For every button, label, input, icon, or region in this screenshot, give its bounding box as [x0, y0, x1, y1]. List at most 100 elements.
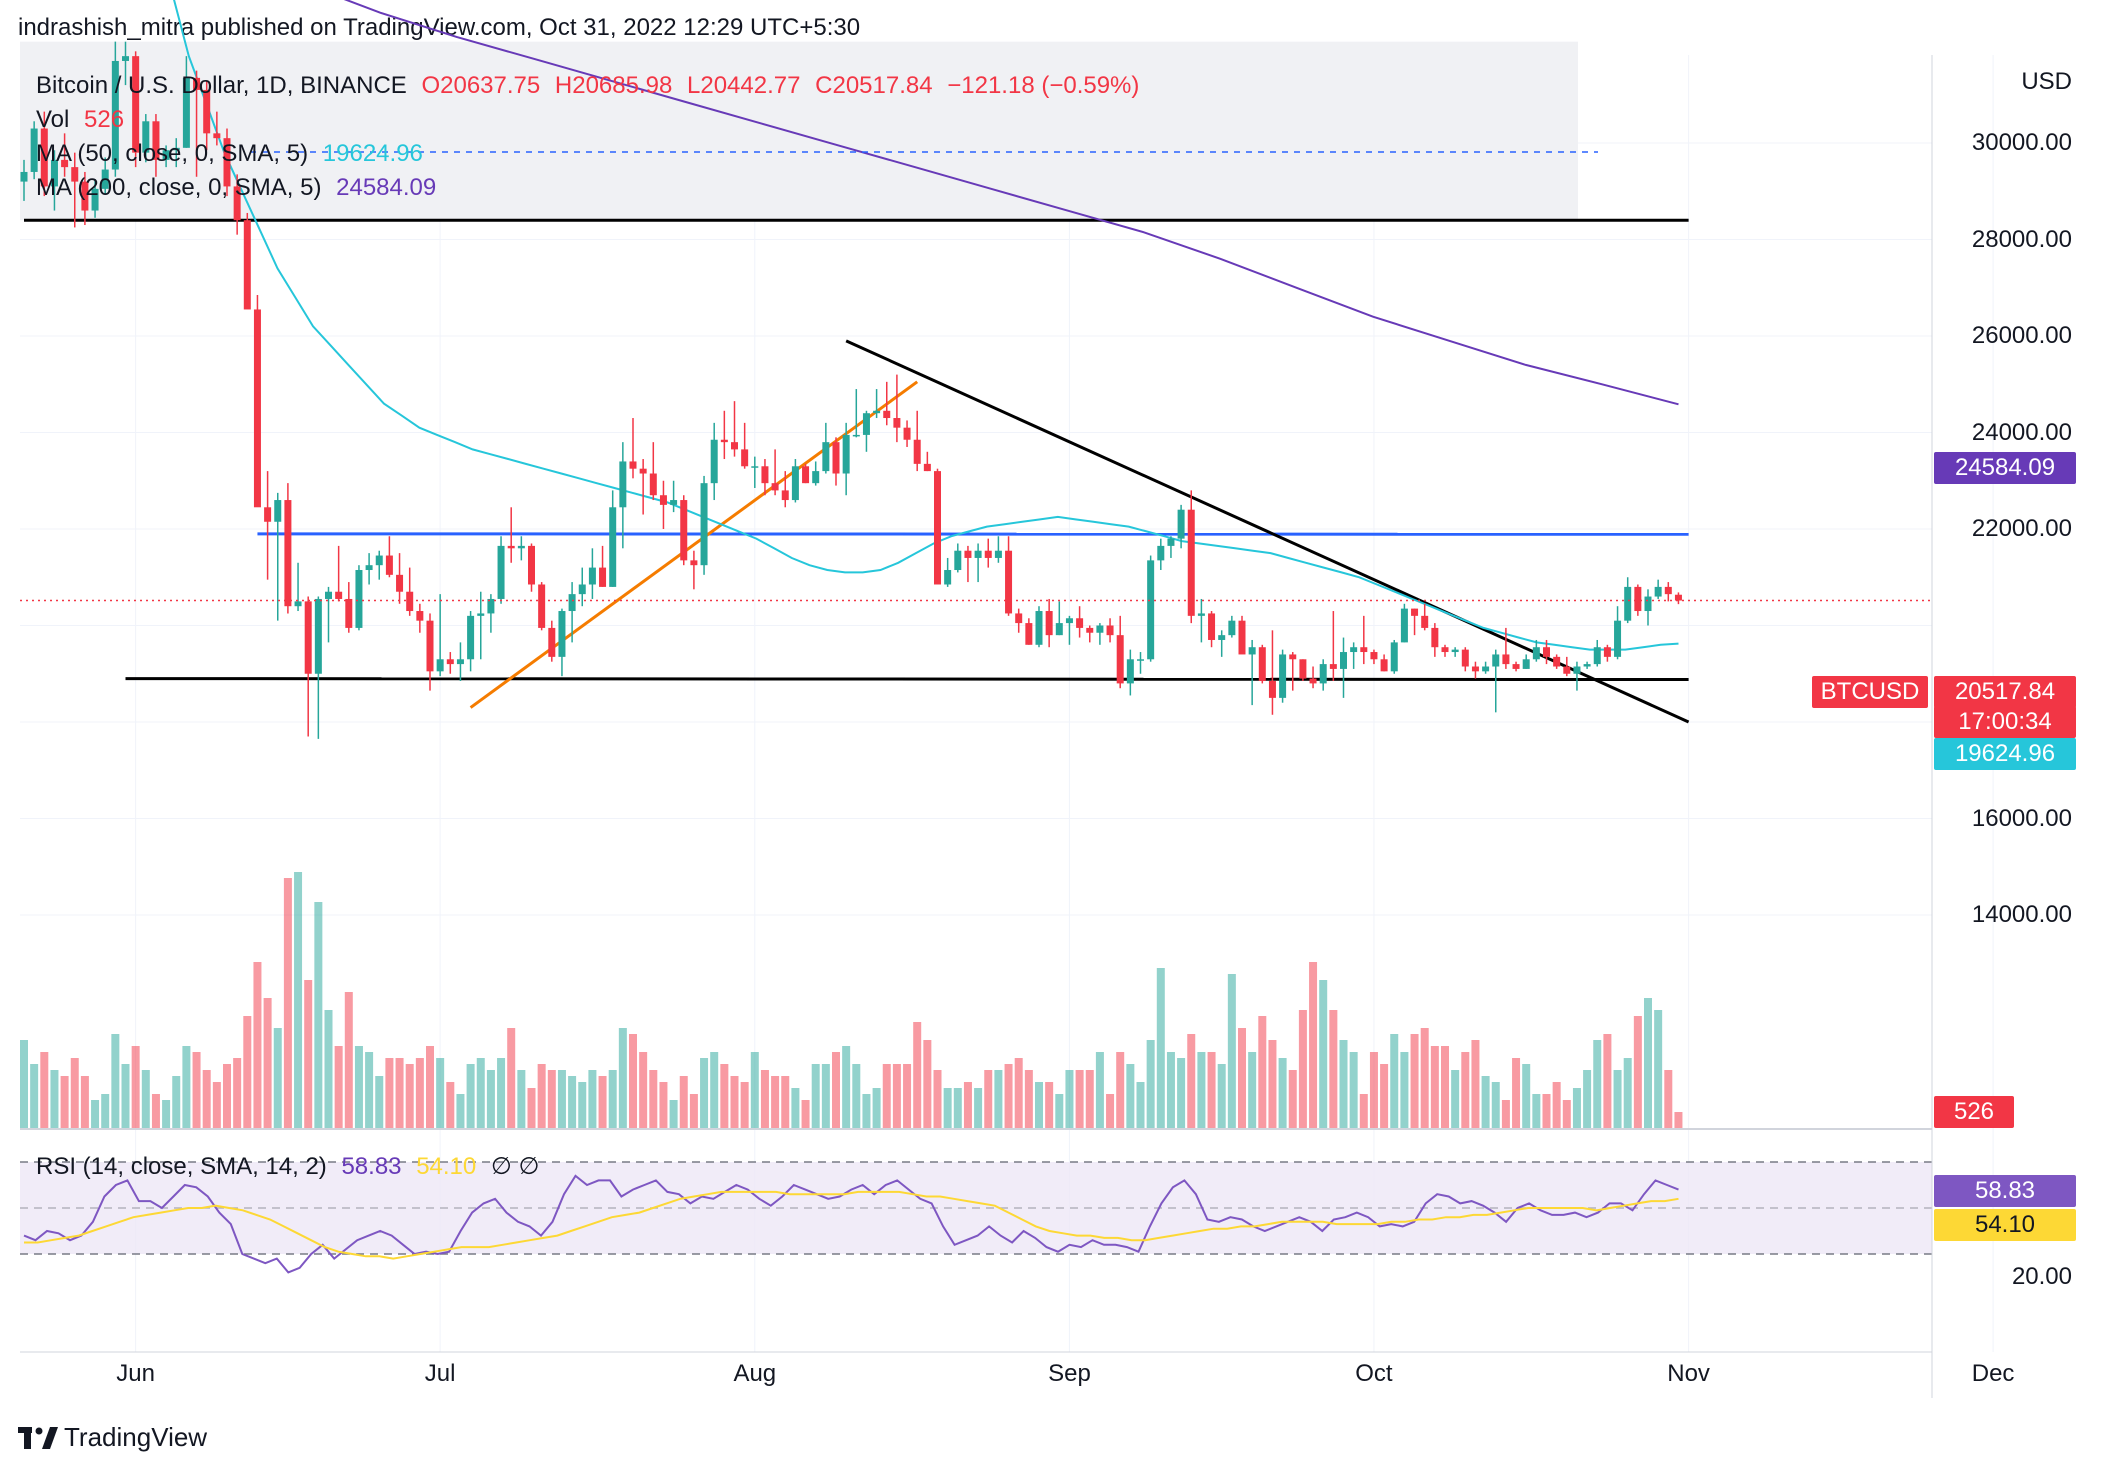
legend-rsi-icons[interactable]: ∅ ∅ — [490, 1153, 540, 1180]
legend-vol-value: 526 — [84, 106, 125, 133]
volume-bar — [40, 1052, 49, 1130]
candle-body — [1299, 659, 1307, 679]
candle-body — [731, 442, 738, 450]
price-tick-label: 26000.00 — [1971, 322, 2072, 349]
volume-bar — [832, 1052, 840, 1130]
candle-body — [1147, 560, 1155, 660]
candle-body — [1258, 647, 1266, 681]
candle-body — [497, 545, 505, 599]
volume-bar — [1298, 1010, 1307, 1130]
legend-symbol[interactable]: Bitcoin / U.S. Dollar, 1D, BINANCE — [36, 72, 407, 99]
legend-vol-label: Vol — [36, 106, 70, 133]
volume-bar — [1095, 1052, 1104, 1130]
volume-bar — [537, 1064, 546, 1130]
volume-bar — [1552, 1082, 1561, 1130]
candle-body — [1512, 664, 1520, 669]
volume-bar — [892, 1064, 901, 1130]
volume-bar — [324, 1010, 333, 1130]
candle-body — [629, 461, 637, 469]
candle-body — [436, 659, 444, 672]
volume-bar — [639, 1052, 648, 1130]
volume-bar — [1024, 1070, 1033, 1130]
legend-rsi[interactable]: RSI (14, close, SMA, 14, 2) 58.83 54.10 … — [36, 1152, 547, 1181]
candle-body — [1400, 608, 1408, 643]
ma50-line — [173, 0, 1679, 651]
legend-main: Bitcoin / U.S. Dollar, 1D, BINANCE O2063… — [36, 72, 1147, 100]
price-tick-label: 24000.00 — [1971, 418, 2072, 446]
candle-body — [568, 594, 576, 612]
volume-bar — [1583, 1070, 1592, 1130]
candle-body — [761, 466, 769, 484]
candle-body — [1370, 652, 1378, 660]
tradingview-brand[interactable]: TradingView — [18, 1422, 207, 1453]
candle-body — [142, 121, 150, 153]
legend-high: H20685.98 — [554, 72, 673, 99]
price-tick-label: 30000.00 — [1971, 129, 2072, 156]
volume-bar — [314, 902, 323, 1130]
volume-bar — [1400, 1052, 1409, 1130]
candle-body — [974, 550, 982, 558]
volume-bar — [1045, 1082, 1054, 1130]
volume-bar — [608, 1070, 617, 1130]
volume-bar — [547, 1070, 556, 1130]
candle-body — [1431, 627, 1439, 648]
candle-body — [284, 500, 292, 607]
candle-body — [396, 574, 404, 592]
candle-body — [1553, 656, 1561, 667]
legend-ma50[interactable]: MA (50, close, 0, SMA, 5) 19624.96 — [36, 140, 431, 168]
candle-body — [548, 627, 556, 657]
volume-bar — [1562, 1100, 1571, 1130]
candle-body — [832, 442, 840, 474]
candle-body — [1644, 596, 1652, 612]
rsi-ma-tag: 54.10 — [1934, 1209, 2076, 1241]
ma50-tag: 19624.96 — [1934, 738, 2076, 770]
candle-body — [1532, 647, 1540, 660]
candle-body — [61, 159, 69, 168]
volume-bar — [121, 1064, 130, 1130]
volume-bar — [943, 1088, 952, 1130]
volume-bar — [1593, 1040, 1602, 1130]
price-tick-label: 28000.00 — [1971, 225, 2072, 253]
candle-body — [1268, 680, 1276, 698]
candle-body — [1137, 659, 1144, 661]
price-tick-label: 14000.00 — [1971, 901, 2072, 928]
candle-body — [467, 615, 475, 660]
candle-body — [1583, 664, 1591, 667]
volume-bar — [415, 1058, 424, 1130]
legend-ma200-label: MA (200, close, 0, SMA, 5) — [36, 174, 322, 201]
volume-bar — [781, 1076, 790, 1130]
candle-body — [253, 309, 261, 508]
candle-body — [375, 555, 383, 566]
candle-body — [81, 181, 89, 211]
candle-body — [588, 567, 596, 585]
candle-body — [984, 550, 992, 558]
candle-body — [1329, 664, 1337, 669]
legend-ma200[interactable]: MA (200, close, 0, SMA, 5) 24584.09 — [36, 174, 444, 202]
volume-bar — [760, 1070, 769, 1130]
candle-body — [1208, 613, 1216, 640]
volume-bar — [1532, 1094, 1541, 1130]
candle-body — [1055, 623, 1063, 636]
descending-trendline — [845, 339, 1690, 724]
candle-body — [639, 468, 647, 474]
volume-bar — [456, 1094, 465, 1130]
month-tick-label: Oct — [1355, 1360, 1393, 1387]
candle-body — [1502, 654, 1510, 665]
candle-body — [1126, 659, 1134, 684]
volume-bar — [740, 1082, 749, 1130]
volume-bar — [1329, 1010, 1338, 1130]
volume-bar — [60, 1076, 69, 1130]
candle-body — [1411, 608, 1419, 616]
rsi-line — [23, 1174, 1679, 1274]
candle-body — [1187, 509, 1195, 616]
volume-bar — [283, 878, 292, 1130]
candle-body — [406, 591, 414, 612]
volume-bar — [984, 1070, 993, 1130]
drawn-lines[interactable] — [24, 218, 1690, 724]
candle-body — [1593, 647, 1601, 665]
legend-volume[interactable]: Vol 526 — [36, 106, 132, 134]
volume-bar — [1441, 1046, 1449, 1130]
currency-label[interactable]: USD — [2021, 68, 2072, 95]
volume-bar — [598, 1076, 607, 1130]
